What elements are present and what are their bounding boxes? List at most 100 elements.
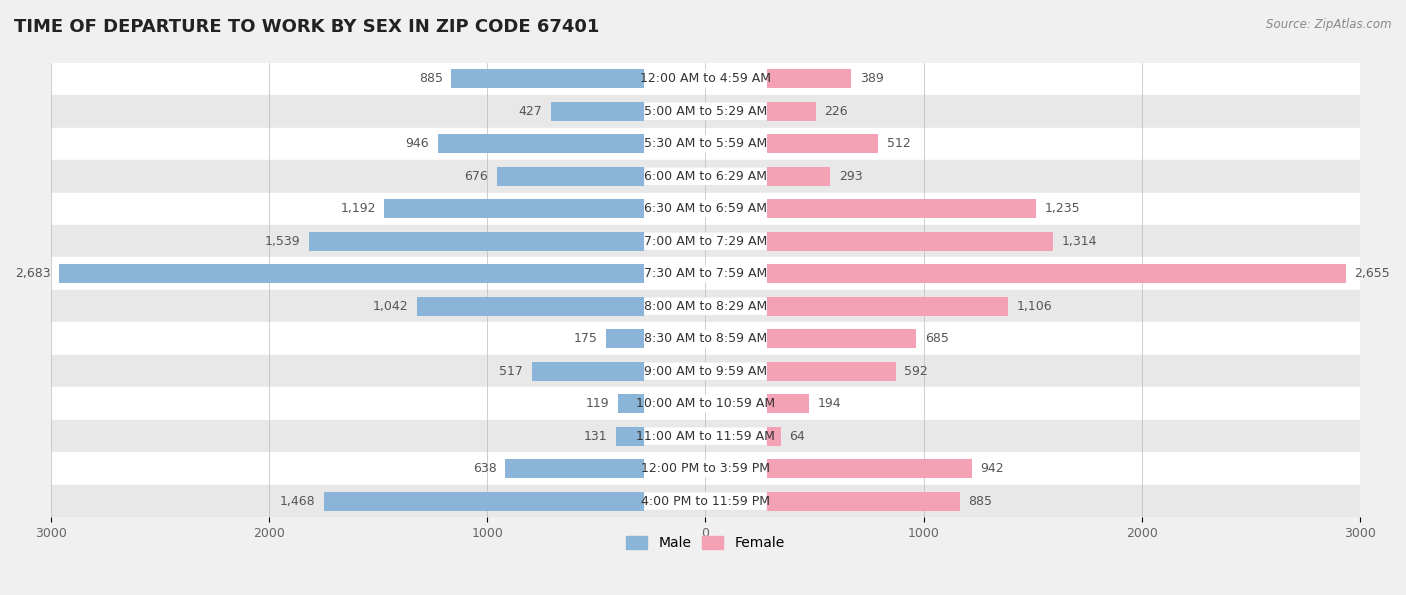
Bar [51,95,1360,127]
FancyBboxPatch shape [644,70,766,87]
Text: TIME OF DEPARTURE TO WORK BY SEX IN ZIP CODE 67401: TIME OF DEPARTURE TO WORK BY SEX IN ZIP … [14,18,599,36]
Bar [51,387,1360,420]
Bar [51,355,1360,387]
Text: 10:00 AM to 10:59 AM: 10:00 AM to 10:59 AM [636,397,775,410]
Bar [51,193,1360,225]
Text: 7:00 AM to 7:29 AM: 7:00 AM to 7:29 AM [644,235,768,248]
Text: 2,655: 2,655 [1354,267,1391,280]
Text: 1,314: 1,314 [1062,235,1097,248]
Text: 1,042: 1,042 [373,300,408,313]
Bar [451,70,644,88]
Text: 1,106: 1,106 [1017,300,1052,313]
Bar [505,459,644,478]
FancyBboxPatch shape [644,103,766,120]
Text: 685: 685 [925,332,949,345]
Bar [59,264,644,283]
FancyBboxPatch shape [644,362,766,380]
Bar [309,232,644,250]
Bar [766,199,1036,218]
Bar [766,102,815,121]
Text: 885: 885 [419,73,443,85]
Bar [531,362,644,381]
Text: 1,539: 1,539 [264,235,299,248]
Bar [325,491,644,511]
Text: 175: 175 [574,332,598,345]
Text: 64: 64 [789,430,806,443]
Bar [51,322,1360,355]
Text: 6:00 AM to 6:29 AM: 6:00 AM to 6:29 AM [644,170,768,183]
Text: 592: 592 [904,365,928,378]
Bar [766,362,896,381]
FancyBboxPatch shape [644,200,766,217]
Bar [51,225,1360,258]
FancyBboxPatch shape [644,233,766,250]
Bar [766,459,972,478]
Text: 512: 512 [887,137,911,151]
Text: 8:30 AM to 8:59 AM: 8:30 AM to 8:59 AM [644,332,768,345]
Text: 293: 293 [839,170,863,183]
Text: 5:00 AM to 5:29 AM: 5:00 AM to 5:29 AM [644,105,768,118]
Bar [51,258,1360,290]
Bar [766,427,780,446]
FancyBboxPatch shape [644,135,766,152]
Bar [51,452,1360,485]
Bar [606,329,644,348]
Bar [51,420,1360,452]
Text: 6:30 AM to 6:59 AM: 6:30 AM to 6:59 AM [644,202,768,215]
Bar [766,297,1008,315]
FancyBboxPatch shape [644,493,766,510]
Text: 194: 194 [817,397,841,410]
Text: 942: 942 [981,462,1004,475]
Bar [766,70,852,88]
Text: 119: 119 [586,397,610,410]
Text: 131: 131 [583,430,607,443]
Bar [766,491,959,511]
Text: 1,192: 1,192 [340,202,375,215]
Bar [384,199,644,218]
Bar [51,290,1360,322]
Bar [619,394,644,413]
FancyBboxPatch shape [644,298,766,315]
Text: 885: 885 [969,494,993,508]
Bar [551,102,644,121]
FancyBboxPatch shape [644,330,766,347]
FancyBboxPatch shape [644,265,766,283]
Text: 4:00 PM to 11:59 PM: 4:00 PM to 11:59 PM [641,494,770,508]
Text: 517: 517 [499,365,523,378]
Text: 427: 427 [519,105,543,118]
Text: 12:00 PM to 3:59 PM: 12:00 PM to 3:59 PM [641,462,770,475]
Text: 946: 946 [406,137,429,151]
Text: Source: ZipAtlas.com: Source: ZipAtlas.com [1267,18,1392,31]
FancyBboxPatch shape [644,395,766,412]
Text: 389: 389 [860,73,884,85]
Text: 5:30 AM to 5:59 AM: 5:30 AM to 5:59 AM [644,137,768,151]
Bar [766,394,808,413]
Text: 7:30 AM to 7:59 AM: 7:30 AM to 7:59 AM [644,267,768,280]
Text: 1,235: 1,235 [1045,202,1080,215]
FancyBboxPatch shape [644,168,766,185]
Text: 8:00 AM to 8:29 AM: 8:00 AM to 8:29 AM [644,300,768,313]
FancyBboxPatch shape [644,427,766,445]
Bar [766,167,831,186]
Legend: Male, Female: Male, Female [621,531,790,556]
Bar [766,264,1346,283]
Text: 12:00 AM to 4:59 AM: 12:00 AM to 4:59 AM [640,73,770,85]
Bar [51,127,1360,160]
Text: 226: 226 [824,105,848,118]
Bar [418,297,644,315]
Text: 11:00 AM to 11:59 AM: 11:00 AM to 11:59 AM [636,430,775,443]
Text: 638: 638 [472,462,496,475]
Bar [51,62,1360,95]
Bar [51,485,1360,517]
Text: 676: 676 [464,170,488,183]
Bar [766,232,1053,250]
Bar [616,427,644,446]
Bar [766,329,915,348]
Text: 1,468: 1,468 [280,494,315,508]
Bar [496,167,644,186]
Bar [766,134,879,154]
Text: 2,683: 2,683 [15,267,51,280]
Bar [439,134,644,154]
Bar [51,160,1360,193]
Text: 9:00 AM to 9:59 AM: 9:00 AM to 9:59 AM [644,365,768,378]
